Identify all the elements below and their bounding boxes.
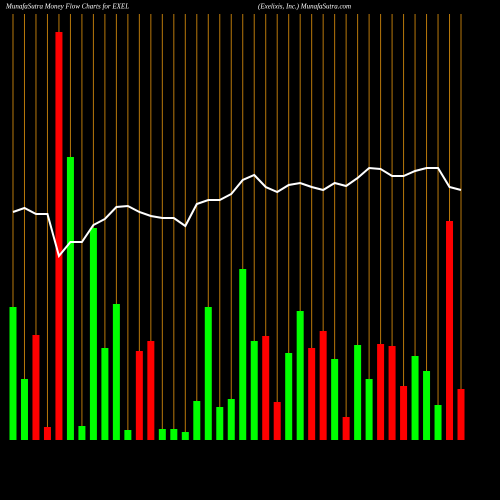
bar (388, 346, 396, 440)
bar (354, 345, 362, 440)
bar (216, 407, 224, 440)
bar (9, 307, 17, 440)
bar (331, 359, 339, 440)
bar (457, 389, 465, 440)
bar (377, 344, 385, 440)
chart-subtitle: (Exelixis, Inc.) MunafaSutra.com (258, 3, 351, 11)
bar (296, 311, 304, 440)
bar (434, 405, 442, 440)
bar (181, 432, 189, 440)
bar (78, 426, 86, 440)
bar (319, 331, 327, 440)
line (12, 166, 462, 259)
bar (273, 402, 281, 440)
bar (308, 348, 316, 440)
bar (135, 351, 143, 440)
bar (147, 341, 155, 440)
bar (193, 401, 201, 440)
bar (227, 399, 235, 440)
bar (239, 269, 247, 440)
bar (365, 379, 373, 440)
bar (411, 356, 419, 440)
bar (158, 429, 166, 440)
bar (124, 430, 132, 440)
chart-title: MunafaSutra Money Flow Charts for EXEL (5, 3, 129, 11)
bar (112, 304, 120, 440)
bar (262, 336, 270, 440)
bar (101, 348, 109, 440)
bar (32, 335, 40, 440)
bar (446, 221, 454, 440)
bar (43, 427, 51, 440)
bar (285, 353, 293, 440)
bar (89, 228, 97, 440)
bar (20, 379, 28, 440)
bar (342, 417, 350, 440)
bar (66, 157, 74, 440)
bar (250, 341, 258, 440)
bar (423, 371, 431, 440)
bar (170, 429, 178, 440)
bar (204, 307, 212, 440)
bar (55, 32, 63, 440)
bar (400, 386, 408, 440)
